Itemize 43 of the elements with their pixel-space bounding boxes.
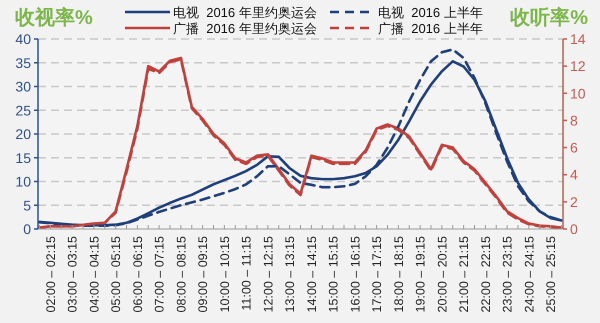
xtick: 17:00 – 17:15 <box>370 236 384 312</box>
xtick: 13:00 – 13:15 <box>283 236 298 312</box>
tick-y2: 12 <box>570 58 586 74</box>
xtick: 24:00 – 24:15 <box>522 236 536 312</box>
xtick: 12:00 – 12:15 <box>261 236 276 312</box>
tick-y: 25 <box>15 102 31 118</box>
xtick: 21:00 – 21:15 <box>457 236 472 312</box>
y2label: 收听率% <box>510 7 588 29</box>
xtick: 14:00 – 14:15 <box>304 236 319 312</box>
xtick: 16:00 – 16:15 <box>348 236 362 312</box>
xtick: 10:00 – 10:15 <box>218 236 232 312</box>
tick-y: 0 <box>23 221 31 237</box>
xtick: 15:00 – 15:15 <box>326 236 341 312</box>
xtick: 05:00 – 05:15 <box>109 236 124 312</box>
xtick: 25:00 – 25:15 <box>544 236 558 312</box>
xtick: 11:00 – 11:15 <box>240 236 254 311</box>
tick-y: 5 <box>23 197 31 214</box>
tick-y2: 0 <box>570 221 578 237</box>
tick-y: 10 <box>15 174 31 190</box>
xtick: 03:00 – 03:15 <box>66 236 80 312</box>
tick-y2: 2 <box>570 194 578 210</box>
xtick: 20:00 – 20:15 <box>435 236 450 312</box>
xtick: 06:00 – 06:15 <box>130 236 145 312</box>
tick-y: 15 <box>15 150 31 166</box>
ylabel: 收视率% <box>15 7 93 29</box>
xtick: 23:00 – 23:15 <box>500 236 515 312</box>
tick-y2: 10 <box>570 85 586 102</box>
xtick: 02:00 – 02:15 <box>44 236 58 312</box>
xtick: 07:00 – 07:15 <box>152 236 167 312</box>
xtick: 19:00 – 19:15 <box>414 236 428 312</box>
xtick: 22:00 – 22:15 <box>478 236 493 312</box>
tick-y2: 6 <box>570 140 578 156</box>
xtick: 08:00 – 08:15 <box>174 236 188 312</box>
tick-y2: 8 <box>570 112 578 128</box>
tick-y: 35 <box>15 54 31 71</box>
tick-y: 40 <box>15 31 31 47</box>
tick-y: 30 <box>15 78 31 94</box>
tick-y2: 4 <box>570 166 578 183</box>
xtick: 04:00 – 04:15 <box>87 236 102 312</box>
tick-y: 20 <box>15 126 31 142</box>
xtick: 18:00 – 18:15 <box>392 236 406 312</box>
tick-y2: 14 <box>570 31 586 47</box>
xtick: 09:00 – 09:15 <box>196 236 210 312</box>
